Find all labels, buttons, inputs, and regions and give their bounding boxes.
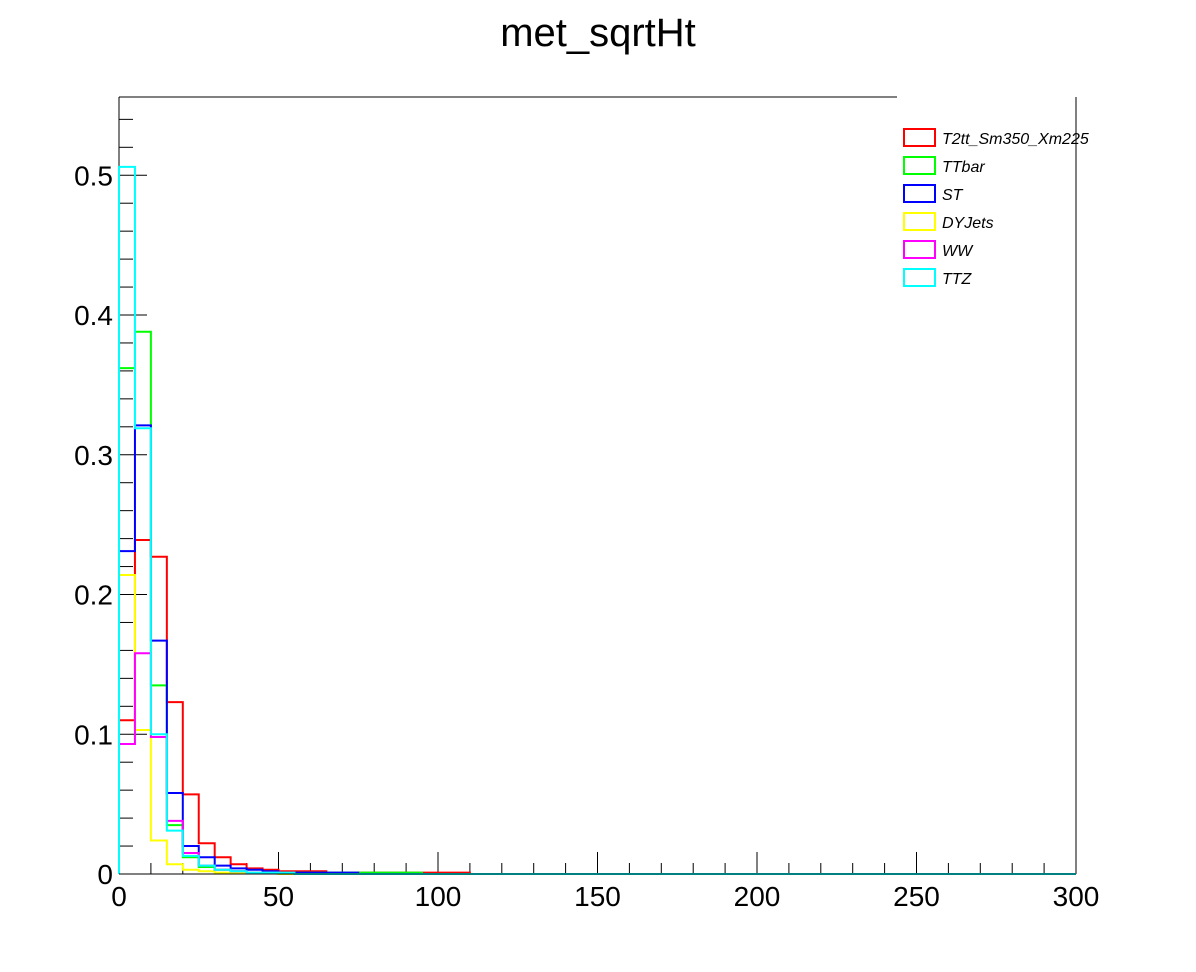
chart-title: met_sqrtHt — [500, 11, 696, 55]
series-st — [118, 424, 1076, 875]
series-t2tt-sm350-xm225 — [118, 539, 1076, 875]
legend-swatch — [903, 184, 936, 203]
legend-label: DYJets — [942, 215, 994, 232]
series-ttz — [118, 165, 1076, 875]
legend-label: T2tt_Sm350_Xm225 — [942, 131, 1089, 148]
legend-label: TTZ — [942, 271, 973, 288]
legend-swatch — [903, 240, 936, 259]
x-tick-label: 0 — [111, 881, 127, 912]
legend: T2tt_Sm350_Xm225 TTbar ST DYJets WW TTZ — [903, 128, 1089, 288]
x-tick-label: 250 — [893, 881, 940, 912]
x-tick-label: 300 — [1053, 881, 1100, 912]
axis-ticks — [118, 118, 1077, 875]
legend-label: TTbar — [942, 159, 985, 176]
x-tick-label: 150 — [574, 881, 621, 912]
y-tick-label: 0.2 — [74, 580, 113, 611]
y-tick-label: 0 — [97, 859, 113, 890]
legend-swatch — [903, 156, 936, 175]
y-tick-label: 0.4 — [74, 300, 113, 331]
legend-label: WW — [942, 243, 974, 260]
series-ttbar — [118, 330, 1076, 875]
y-tick-label: 0.5 — [74, 160, 113, 191]
x-tick-label: 200 — [734, 881, 781, 912]
x-tick-label: 100 — [415, 881, 462, 912]
legend-label: ST — [942, 187, 964, 204]
series-dyjets — [118, 573, 1076, 875]
legend-swatch — [903, 268, 936, 287]
y-tick-label: 0.3 — [74, 440, 113, 471]
y-tick-label: 0.1 — [74, 719, 113, 750]
tick-labels: 0 50 100 150 200 250 300 0 0.1 0.2 0.3 0.4 0.5 — [74, 160, 1099, 912]
legend-swatch — [903, 128, 936, 147]
series-ww — [118, 652, 1076, 875]
x-tick-label: 50 — [263, 881, 294, 912]
series-layer — [118, 165, 1076, 875]
legend-swatch — [903, 212, 936, 231]
